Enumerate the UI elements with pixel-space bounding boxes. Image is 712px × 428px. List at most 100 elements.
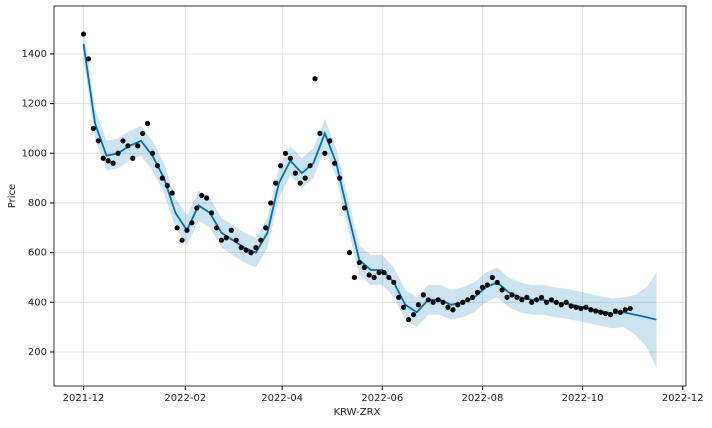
data-point: [430, 299, 436, 305]
data-point: [563, 299, 569, 305]
data-point: [228, 227, 234, 233]
data-point: [543, 299, 550, 305]
data-point: [140, 130, 146, 137]
data-point: [627, 305, 633, 312]
data-point: [548, 297, 554, 303]
data-point: [253, 245, 259, 251]
data-point: [243, 247, 249, 253]
data-point: [85, 56, 92, 62]
data-point: [105, 158, 111, 164]
data-point: [588, 307, 594, 313]
data-point: [164, 182, 170, 189]
x-axis-label: KRW-ZRX: [334, 407, 381, 418]
data-point: [174, 225, 180, 231]
data-point: [401, 304, 407, 310]
data-point: [346, 250, 353, 256]
data-point: [593, 308, 599, 314]
data-point: [292, 170, 298, 176]
data-point: [622, 307, 628, 313]
y-tick-label: 200: [28, 347, 47, 358]
data-point: [194, 205, 200, 211]
data-point: [617, 309, 623, 315]
data-point: [110, 160, 116, 166]
data-point: [420, 292, 426, 298]
data-point: [607, 312, 614, 318]
data-point: [410, 312, 417, 318]
data-point: [317, 130, 323, 137]
data-point: [504, 294, 510, 300]
data-point: [484, 282, 490, 288]
data-point: [465, 297, 471, 303]
data-point: [159, 175, 165, 181]
data-point: [204, 195, 210, 201]
data-point: [499, 287, 505, 293]
data-point: [612, 308, 619, 314]
data-point: [189, 220, 195, 226]
data-point: [144, 120, 151, 127]
data-point: [95, 138, 101, 144]
data-point: [115, 150, 121, 156]
data-point: [135, 143, 141, 149]
data-point: [307, 163, 313, 169]
uncertainty-band: [83, 29, 657, 369]
data-point: [337, 175, 343, 181]
data-point: [297, 180, 303, 186]
data-point: [130, 155, 136, 161]
y-tick-label: 400: [28, 297, 47, 308]
data-point: [524, 294, 530, 300]
data-point: [361, 264, 367, 271]
data-point: [602, 310, 609, 317]
data-point: [460, 299, 466, 305]
data-point: [405, 317, 412, 323]
data-point: [538, 294, 545, 300]
data-point: [341, 205, 348, 211]
data-point: [327, 138, 333, 144]
data-point: [120, 138, 126, 144]
data-point: [578, 305, 584, 312]
data-point: [213, 225, 220, 231]
data-point: [450, 307, 456, 313]
data-point: [435, 297, 441, 303]
x-tick-label: 2022-10: [562, 393, 604, 404]
data-point: [440, 299, 446, 305]
data-point: [366, 272, 372, 278]
data-point: [100, 155, 106, 161]
data-point: [149, 150, 156, 156]
data-point: [125, 143, 131, 149]
plot-frame: [53, 5, 687, 387]
data-point: [287, 155, 293, 161]
data-point: [322, 150, 328, 156]
data-point: [332, 160, 338, 166]
data-point: [573, 304, 579, 310]
data-point: [356, 259, 362, 266]
y-tick-label: 1000: [22, 148, 47, 159]
data-point: [90, 125, 96, 132]
data-point: [489, 274, 495, 281]
x-tick-label: 2022-06: [361, 393, 403, 404]
data-point: [208, 210, 215, 216]
data-point: [568, 303, 574, 309]
data-point: [583, 304, 589, 310]
y-axis-label: Price: [7, 184, 18, 208]
data-point: [169, 190, 175, 196]
data-point: [184, 227, 190, 233]
data-point: [80, 31, 87, 37]
data-point: [469, 294, 476, 300]
data-point: [529, 299, 535, 305]
data-point: [248, 250, 254, 256]
x-tick-label: 2022-12: [662, 393, 704, 404]
data-point: [445, 304, 451, 310]
data-point: [479, 284, 486, 290]
data-point: [233, 237, 239, 243]
data-point: [598, 309, 604, 315]
x-tick-label: 2022-02: [164, 393, 206, 404]
data-point: [179, 237, 185, 243]
data-point: [218, 237, 225, 243]
data-point: [425, 297, 431, 303]
data-point: [302, 175, 308, 181]
data-point: [386, 274, 392, 281]
y-tick-label: 600: [28, 248, 47, 259]
x-tick-label: 2021-12: [63, 393, 105, 404]
y-tick-label: 1400: [22, 49, 47, 60]
